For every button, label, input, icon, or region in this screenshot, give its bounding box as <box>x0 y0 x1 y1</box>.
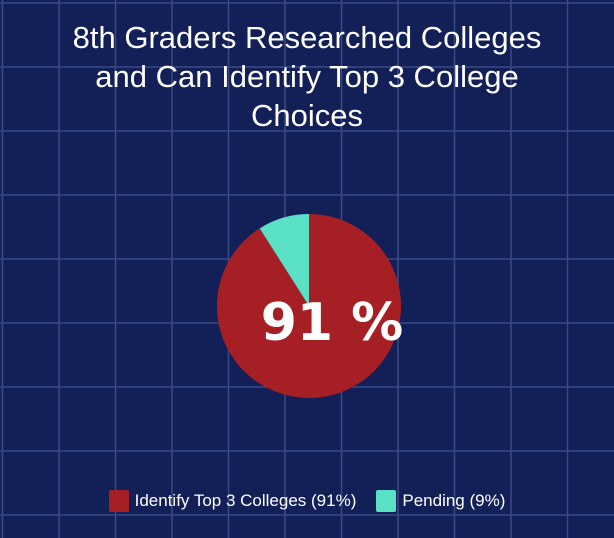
chart-title: 8th Graders Researched Colleges and Can … <box>0 18 614 135</box>
legend-label: Pending (9%) <box>402 491 506 510</box>
legend-item-pending[interactable]: Pending (9%) <box>376 490 505 512</box>
title-line: 8th Graders Researched Colleges <box>72 20 542 55</box>
title-line: Choices <box>251 98 363 133</box>
legend: Identify Top 3 Colleges (91%) Pending (9… <box>0 490 614 512</box>
center-percent-label: 91 % <box>261 293 404 353</box>
legend-item-identify[interactable]: Identify Top 3 Colleges (91%) <box>108 490 357 512</box>
pie-slice-identify-top-3-colleges[interactable] <box>217 214 402 398</box>
title-line: and Can Identify Top 3 College <box>95 59 519 94</box>
pie-slice-pending[interactable] <box>259 214 309 306</box>
legend-swatch-pending <box>376 490 397 512</box>
legend-swatch-identify <box>108 490 129 512</box>
legend-label: Identify Top 3 Colleges (91%) <box>134 491 357 510</box>
